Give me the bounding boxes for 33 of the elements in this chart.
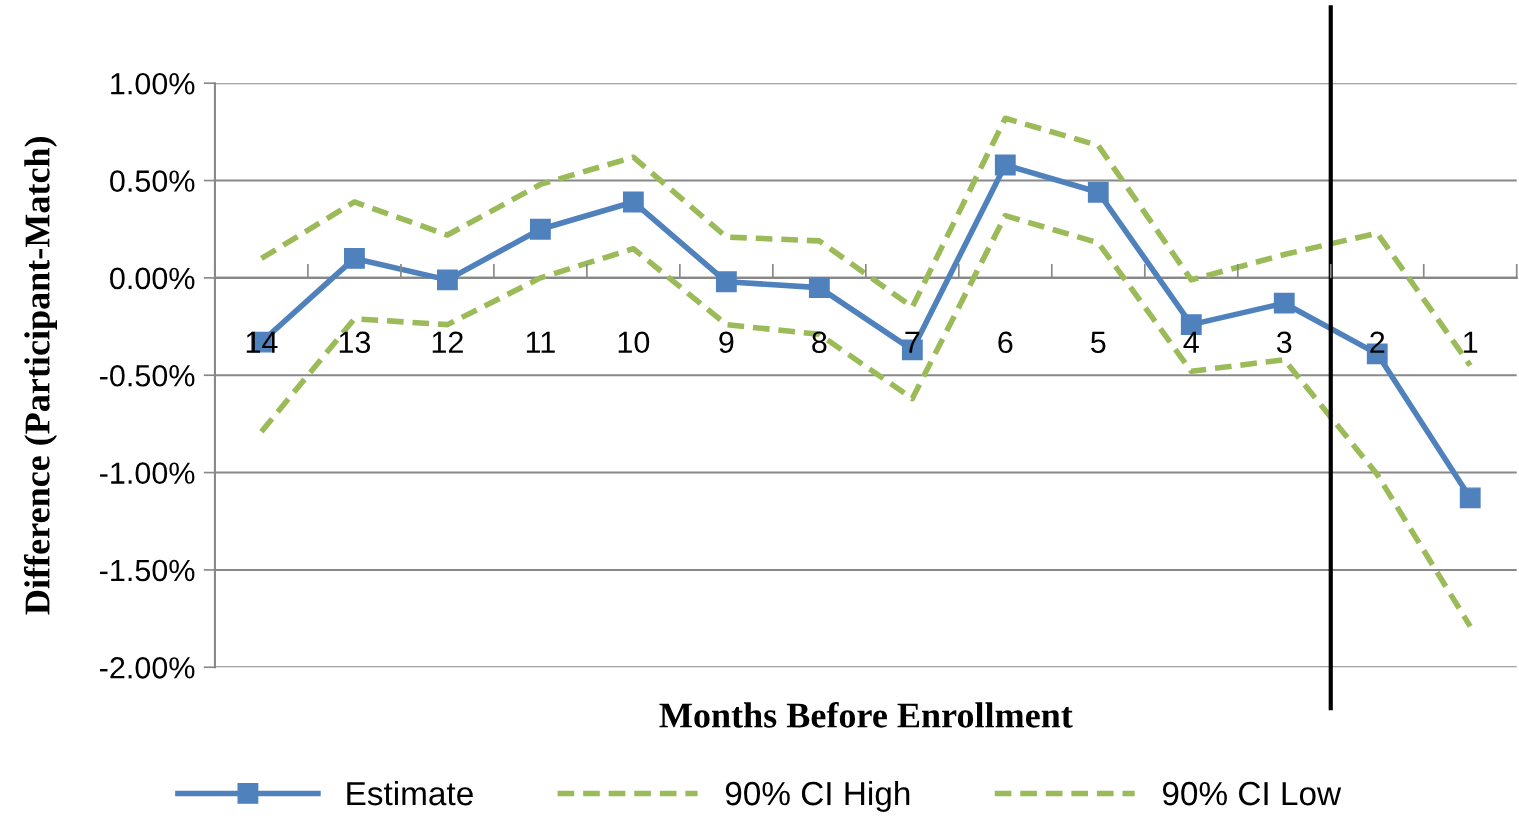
point — [436, 269, 458, 291]
x-tick-label: 1 — [1464, 331, 1478, 353]
point — [343, 248, 365, 269]
x-tick-label: 5 — [1091, 331, 1106, 354]
y-tick-label: -1.00% — [100, 462, 195, 484]
y-tick-label: 0.00% — [110, 267, 195, 290]
x-tick-label: 4 — [1183, 331, 1199, 353]
x-tick-label: 12 — [432, 331, 463, 353]
x-tick-label: 3 — [1276, 331, 1292, 354]
x-tick-label: 9 — [719, 331, 734, 354]
point — [1459, 487, 1481, 509]
point — [1087, 181, 1109, 203]
point — [529, 218, 551, 240]
x-tick-label: 13 — [339, 331, 371, 354]
x-axis-title: Months Before Enrollment — [659, 701, 1073, 728]
y-tick-label: -2.00% — [100, 657, 195, 679]
legend-label: 90% CI High — [725, 780, 910, 812]
y-tick-label: 0.50% — [110, 170, 195, 192]
x-tick-label: 10 — [618, 331, 650, 354]
point — [1273, 292, 1295, 314]
y-tick-label: -1.50% — [100, 559, 195, 582]
x-tick-label: 11 — [526, 331, 555, 353]
legend-label: 90% CI Low — [1162, 781, 1342, 806]
point — [994, 154, 1016, 176]
x-tick-label: 8 — [812, 331, 827, 354]
point — [808, 277, 830, 299]
point — [715, 271, 737, 293]
y-tick-label: 1.00% — [111, 72, 195, 95]
legend-label: Estimate — [347, 780, 473, 806]
x-tick-label: 6 — [998, 331, 1013, 354]
point — [622, 191, 644, 213]
y-tick-label: -0.50% — [100, 364, 195, 387]
y-axis-title: Difference (Participant-Match) — [23, 137, 58, 615]
